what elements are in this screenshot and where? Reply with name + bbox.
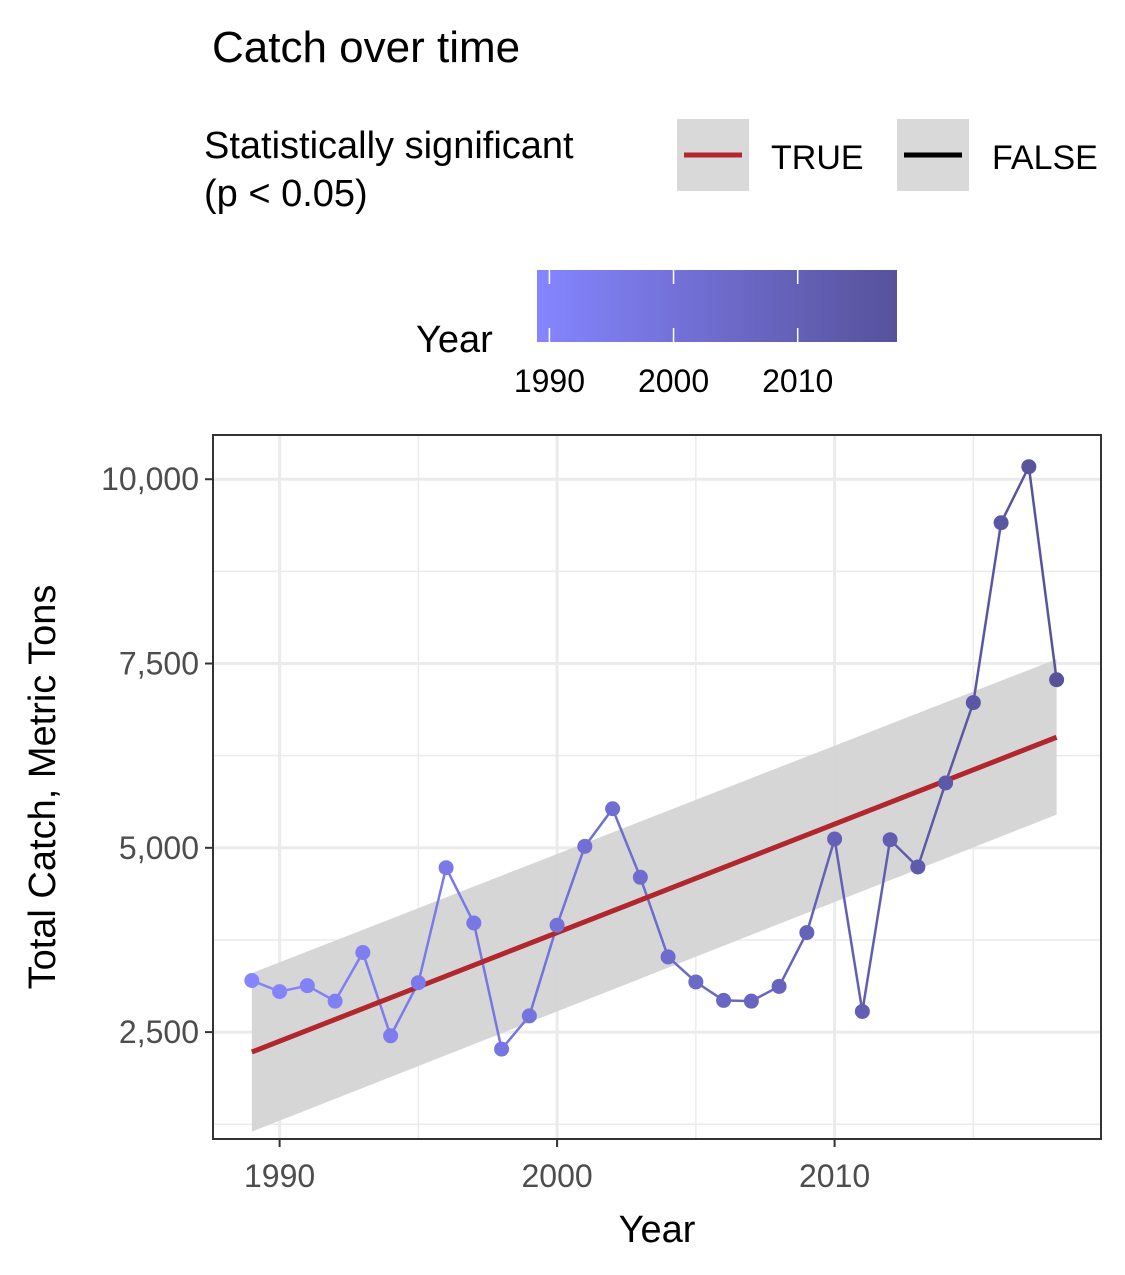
data-point xyxy=(1021,459,1037,475)
data-point xyxy=(854,1003,870,1019)
data-point xyxy=(299,978,315,994)
y-axis-ticks: 2,500 5,000 7,500 10,000 xyxy=(101,461,213,1050)
data-point xyxy=(1049,672,1065,688)
data-point xyxy=(383,1028,399,1044)
x-axis-title: Year xyxy=(619,1209,696,1251)
series-segment xyxy=(528,924,559,1017)
data-point xyxy=(605,801,621,817)
colorbar-tick-label: 2000 xyxy=(638,363,709,399)
year-legend-title: Year xyxy=(416,319,493,361)
catch-points xyxy=(244,459,1065,1057)
x-tick-label: 2000 xyxy=(522,1158,593,1194)
data-point xyxy=(965,695,981,711)
colorbar-tick-label: 1990 xyxy=(514,363,585,399)
data-point xyxy=(882,832,898,848)
series-segment xyxy=(555,845,587,926)
legend-label-false: FALSE xyxy=(992,139,1098,177)
x-tick-label: 2010 xyxy=(799,1158,870,1194)
data-point xyxy=(327,993,343,1009)
data-point xyxy=(716,992,732,1008)
series-segment xyxy=(472,922,503,1050)
trend-line xyxy=(250,734,1058,1055)
data-point xyxy=(466,915,482,931)
series-segment xyxy=(417,867,448,984)
series-segment xyxy=(361,952,392,1037)
data-point xyxy=(993,515,1009,531)
data-point xyxy=(827,831,843,847)
data-point xyxy=(272,984,288,1000)
y-tick-label: 10,000 xyxy=(101,461,199,497)
series-segment xyxy=(611,808,642,878)
legend-label-true: TRUE xyxy=(771,139,864,177)
series-segment xyxy=(944,702,975,784)
series-segment xyxy=(833,838,864,1012)
plot-panel-border xyxy=(212,434,1102,1140)
data-point xyxy=(799,925,815,941)
y-tick-label: 7,500 xyxy=(119,646,199,682)
significance-legend-title-line2: (p < 0.05) xyxy=(204,173,368,215)
data-point xyxy=(743,993,759,1009)
series-segment xyxy=(639,876,670,958)
data-point xyxy=(494,1041,510,1057)
series-segment xyxy=(389,982,420,1037)
data-point xyxy=(438,860,454,876)
year-colorbar xyxy=(537,270,897,342)
colorbar-tick-label: 2010 xyxy=(762,363,833,399)
data-point xyxy=(577,838,593,854)
series-segment xyxy=(805,838,836,933)
x-axis-ticks: 1990 2000 2010 xyxy=(244,1139,870,1194)
data-point xyxy=(910,859,926,875)
y-axis-title: Total Catch, Metric Tons xyxy=(22,585,64,990)
year-colorbar-ticks: 1990 2000 2010 xyxy=(514,270,833,399)
series-segment xyxy=(916,782,947,868)
series-segment xyxy=(999,466,1030,524)
data-point xyxy=(549,917,565,933)
data-point xyxy=(632,869,648,885)
data-point xyxy=(521,1008,537,1024)
x-tick-label: 1990 xyxy=(244,1158,315,1194)
y-tick-label: 5,000 xyxy=(119,830,199,866)
series-segment xyxy=(583,808,614,848)
data-point xyxy=(771,978,787,994)
y-tick-label: 2,500 xyxy=(119,1014,199,1050)
chart-title: Catch over time xyxy=(212,23,520,72)
data-point xyxy=(938,775,954,791)
data-point xyxy=(355,944,371,960)
data-point xyxy=(244,973,260,989)
data-point xyxy=(660,949,676,965)
series-segment xyxy=(861,839,892,1012)
data-point xyxy=(688,974,704,990)
series-segment xyxy=(972,522,1003,703)
significance-legend-title-line1: Statistically significant xyxy=(204,125,574,167)
series-segment xyxy=(334,951,364,1002)
data-point xyxy=(410,975,426,991)
series-segment xyxy=(777,932,808,987)
series-segment xyxy=(1027,466,1058,680)
series-segment xyxy=(444,867,475,924)
